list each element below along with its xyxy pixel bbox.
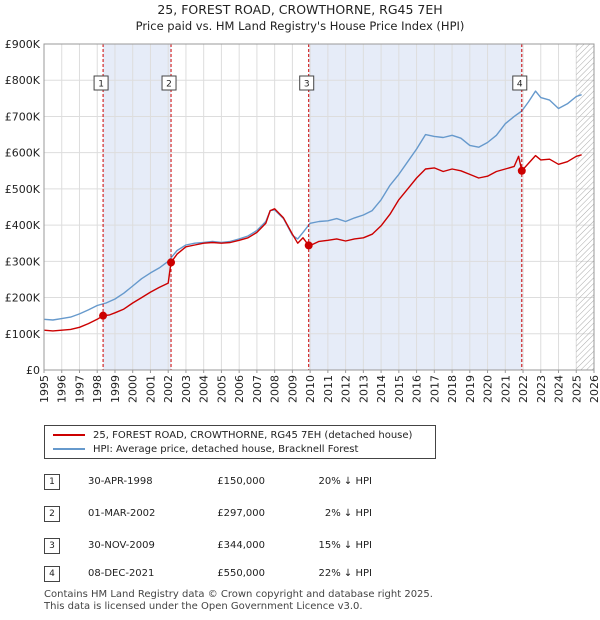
footer-licence: This data is licensed under the Open Gov…	[44, 601, 363, 612]
x-tick-label: 2013	[357, 375, 370, 403]
sale-point	[99, 311, 108, 320]
chart-subtitle: Price paid vs. HM Land Registry's House …	[135, 19, 465, 33]
x-tick-label: 2006	[233, 375, 246, 403]
sale-point	[517, 166, 526, 175]
transaction-row: 1 30-APR-1998 £150,000 20% ↓ HPI	[44, 472, 464, 492]
y-tick-label: £0	[26, 364, 40, 377]
chart-title: 25, FOREST ROAD, CROWTHORNE, RG45 7EH	[157, 2, 443, 17]
x-tick-label: 1999	[109, 375, 122, 403]
transaction-date: 01-MAR-2002	[88, 508, 156, 519]
sale-point	[167, 258, 176, 267]
y-tick-label: £400K	[5, 219, 41, 232]
series-line-hpi	[43, 90, 582, 321]
price-chart: 1 2 3 4 £0 £100K £200K £300K £400K £500K £600K £700…	[5, 38, 600, 403]
x-tick-label: 2018	[446, 375, 459, 403]
legend-label-hpi: HPI: Average price, detached house, Brac…	[93, 444, 359, 455]
x-tick-label: 2002	[162, 375, 175, 403]
y-tick-label: £900K	[5, 38, 41, 51]
sale-marker-box	[161, 75, 177, 91]
transaction-date: 30-APR-1998	[88, 476, 153, 487]
sale-marker-box	[93, 75, 109, 91]
x-tick-label: 2025	[570, 375, 583, 403]
x-tick-label: 2012	[340, 375, 353, 403]
legend-label-property: 25, FOREST ROAD, CROWTHORNE, RG45 7EH (d…	[93, 430, 413, 441]
x-tick-label: 1995	[38, 375, 51, 403]
x-tick-label: 2026	[588, 375, 600, 403]
footer-copyright: Contains HM Land Registry data © Crown c…	[44, 589, 433, 600]
plot-border	[43, 43, 595, 371]
legend-swatch-property	[53, 434, 85, 436]
transaction-row: 3 30-NOV-2009 £344,000 15% ↓ HPI	[44, 536, 464, 556]
x-tick-label: 2023	[535, 375, 548, 403]
y-tick-label: £800K	[5, 74, 41, 87]
transaction-hpi-diff: 2% ↓ HPI	[324, 508, 372, 519]
transaction-number: 2	[44, 506, 60, 522]
sale-point	[304, 241, 313, 250]
future-hatch-region	[576, 44, 594, 370]
transaction-date: 30-NOV-2009	[88, 540, 155, 551]
x-tick-label: 1998	[91, 375, 104, 403]
legend-item-property: 25, FOREST ROAD, CROWTHORNE, RG45 7EH (d…	[53, 429, 412, 443]
y-tick-label: £700K	[5, 110, 41, 123]
x-tick-label: 2019	[464, 375, 477, 403]
x-tick-label: 2000	[127, 375, 140, 403]
x-tick-label: 2004	[198, 375, 211, 403]
x-tick-label: 2020	[482, 375, 495, 403]
y-tick-label: £100K	[5, 328, 41, 341]
sale-marker-box	[299, 75, 315, 91]
y-tick-label: £200K	[5, 292, 41, 305]
x-tick-label: 2024	[553, 375, 566, 403]
legend-item-hpi: HPI: Average price, detached house, Brac…	[53, 443, 358, 457]
transaction-date: 08-DEC-2021	[88, 568, 155, 579]
sale-marker-label: 3	[304, 80, 310, 90]
transaction-price: £344,000	[217, 540, 265, 551]
transaction-hpi-diff: 22% ↓ HPI	[318, 568, 372, 579]
transaction-price: £297,000	[217, 508, 265, 519]
x-tick-label: 2007	[251, 375, 264, 403]
transaction-number: 4	[44, 566, 60, 582]
shaded-period	[103, 44, 172, 370]
sale-marker-label: 1	[98, 80, 104, 90]
x-tick-label: 2005	[215, 375, 228, 403]
y-tick-label: £500K	[5, 183, 41, 196]
sale-marker-label: 2	[166, 80, 172, 90]
transaction-number: 3	[44, 538, 60, 554]
transaction-price: £550,000	[217, 568, 265, 579]
x-tick-label: 2017	[428, 375, 441, 403]
shaded-period	[308, 44, 522, 370]
x-tick-label: 2014	[375, 375, 388, 403]
x-tick-label: 2016	[411, 375, 424, 403]
transaction-hpi-diff: 15% ↓ HPI	[318, 540, 372, 551]
x-tick-label: 2001	[144, 375, 157, 403]
x-tick-label: 2009	[286, 375, 299, 403]
transaction-row: 2 01-MAR-2002 £297,000 2% ↓ HPI	[44, 504, 464, 524]
transaction-hpi-diff: 20% ↓ HPI	[318, 476, 372, 487]
x-tick-label: 2021	[499, 375, 512, 403]
transaction-number: 1	[44, 474, 60, 490]
x-tick-label: 2022	[517, 375, 530, 403]
y-tick-label: £300K	[5, 255, 41, 268]
x-tick-label: 2011	[322, 375, 335, 403]
x-tick-label: 1997	[73, 375, 86, 403]
chart-legend: 25, FOREST ROAD, CROWTHORNE, RG45 7EH (d…	[44, 425, 436, 459]
x-tick-label: 2010	[304, 375, 317, 403]
x-tick-label: 2003	[180, 375, 193, 403]
transaction-price: £150,000	[217, 476, 265, 487]
sale-marker-label: 4	[517, 80, 523, 90]
x-tick-label: 2008	[269, 375, 282, 403]
x-tick-label: 1996	[56, 375, 69, 403]
transaction-row: 4 08-DEC-2021 £550,000 22% ↓ HPI	[44, 564, 464, 584]
legend-swatch-hpi	[53, 448, 85, 450]
sale-marker-box	[512, 75, 528, 91]
x-tick-label: 2015	[393, 375, 406, 403]
y-tick-label: £600K	[5, 147, 41, 160]
